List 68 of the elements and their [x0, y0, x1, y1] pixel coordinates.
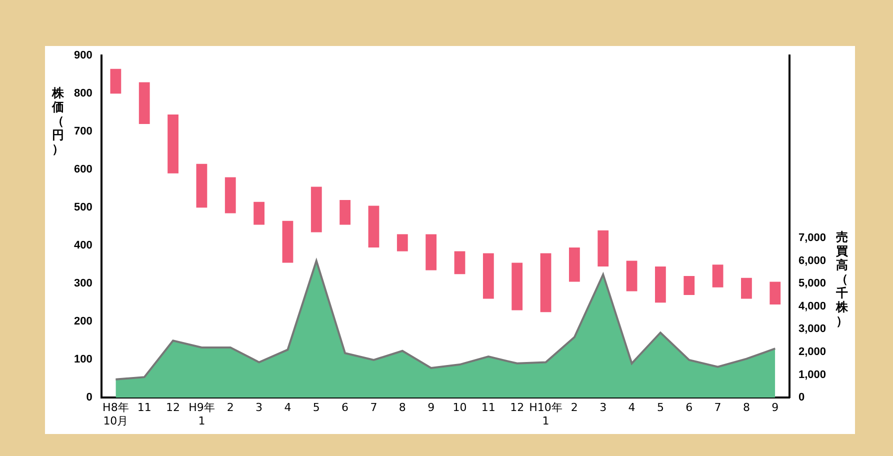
bar [426, 234, 437, 270]
y-tick-label: 100 [74, 354, 92, 366]
bar [254, 202, 264, 225]
bar [110, 68, 122, 94]
y-tick-label: 700 [74, 126, 92, 138]
y-tick-label: 200 [74, 316, 92, 328]
x-tick-label: 7 [714, 401, 722, 414]
x-tick-label: 11 [137, 401, 152, 414]
x-tick-label: 9 [772, 401, 779, 414]
x-tick-label: 5 [312, 401, 320, 414]
bar [770, 282, 781, 304]
x-tick-label: 9 [428, 401, 435, 414]
x-tick-label: 4 [284, 401, 292, 414]
x-tick-label: 12 [166, 401, 180, 414]
bar [741, 278, 752, 299]
bar [568, 248, 580, 282]
y2-tick-label: 1,000 [798, 368, 826, 381]
x-tick-label: H9年 1 [188, 401, 215, 428]
y2-tick-label: 7,000 [798, 232, 826, 244]
y2-tick-label: 5,000 [798, 278, 826, 290]
y-tick-label: 400 [74, 240, 92, 252]
bar [512, 262, 523, 310]
x-tick-label: 6 [342, 401, 349, 414]
y2-tick-label: 4,000 [798, 300, 826, 312]
x-tick-label: 4 [628, 401, 636, 414]
x-tick-label: H8年 10月 [102, 401, 129, 428]
bar [196, 164, 208, 208]
bar [454, 251, 466, 274]
y2-tick-label: 3,000 [798, 323, 826, 336]
x-tick-label: 5 [656, 401, 664, 414]
y-tick-label: 0 [86, 392, 92, 404]
bar [396, 234, 408, 252]
bar [310, 186, 322, 232]
x-tick-label: 2 [226, 401, 234, 414]
bar [368, 206, 380, 248]
x-tick-label: 10 [452, 401, 467, 414]
y2-axis-title: 売買高（千株） [835, 230, 849, 328]
y-tick-label: 300 [74, 278, 92, 290]
bar [282, 220, 294, 263]
bar [340, 200, 351, 225]
bar [655, 266, 666, 303]
x-tick-label: 7 [370, 401, 378, 414]
x-tick-label: 11 [481, 401, 496, 414]
bar [626, 260, 638, 292]
y-axis-title: 株価（円） [51, 86, 65, 156]
bar [712, 264, 724, 288]
x-tick-label: 6 [686, 401, 693, 414]
bar [598, 230, 609, 266]
bar [168, 114, 178, 174]
x-tick-label: H10年 1 [529, 401, 562, 428]
y-tick-label: 900 [74, 50, 92, 62]
y2-tick-label: 2,000 [798, 346, 826, 358]
y2-tick-label: 0 [798, 392, 805, 404]
bar [224, 177, 236, 214]
x-tick-label: 12 [510, 401, 524, 414]
x-tick-label: 8 [742, 401, 750, 414]
y2-tick-label: 6,000 [798, 254, 826, 267]
x-tick-label: 3 [600, 401, 607, 414]
bar [540, 253, 552, 312]
y-tick-label: 500 [74, 202, 92, 214]
x-tick-label: 2 [570, 401, 578, 414]
bar [684, 276, 695, 295]
bar [482, 253, 494, 299]
x-tick-label: 8 [398, 401, 406, 414]
bar [138, 82, 150, 124]
y-tick-label: 800 [74, 88, 92, 100]
x-tick-label: 3 [256, 401, 263, 414]
y-tick-label: 600 [74, 164, 92, 176]
